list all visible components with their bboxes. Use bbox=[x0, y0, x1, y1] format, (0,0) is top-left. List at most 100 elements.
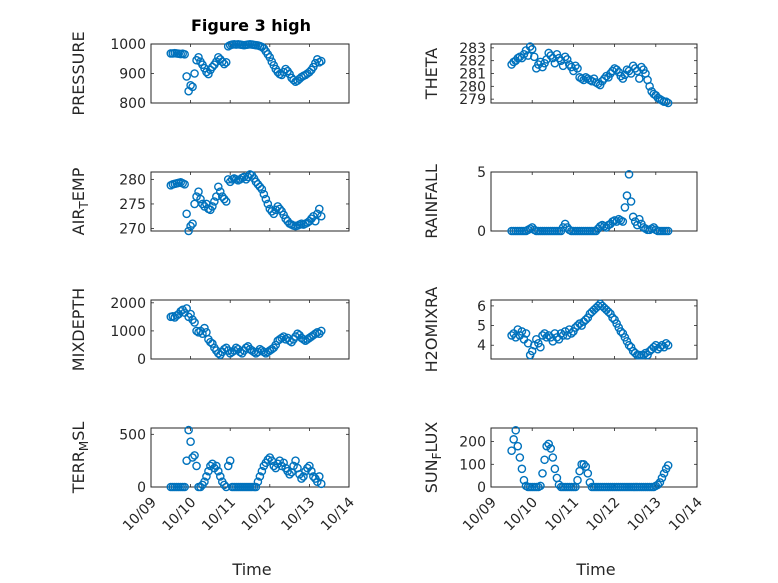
data-point bbox=[219, 59, 229, 69]
data-point bbox=[206, 337, 215, 347]
data-point bbox=[661, 338, 671, 348]
data-point bbox=[200, 323, 209, 333]
data-point bbox=[255, 472, 265, 481]
data-point bbox=[616, 327, 626, 336]
data-point bbox=[221, 57, 231, 67]
data-point bbox=[263, 199, 273, 209]
data-point bbox=[536, 481, 545, 491]
data-point bbox=[536, 342, 545, 352]
data-point bbox=[606, 69, 615, 78]
data-point bbox=[548, 453, 558, 462]
data-point bbox=[513, 441, 523, 451]
data-point bbox=[275, 204, 285, 214]
data-point bbox=[624, 340, 634, 350]
data-point bbox=[192, 461, 201, 471]
subplot-5: 0 1000 2000 MIXDEPTH bbox=[69, 288, 350, 371]
data-point bbox=[257, 184, 267, 194]
data-point bbox=[219, 344, 229, 354]
y-tick-label: 200 bbox=[459, 435, 486, 451]
y-tick-label: 0 bbox=[137, 352, 146, 368]
data-point bbox=[624, 170, 634, 179]
data-point bbox=[655, 342, 665, 352]
data-point bbox=[261, 194, 271, 204]
data-point bbox=[517, 464, 527, 474]
data-point bbox=[214, 466, 223, 476]
axes-frame bbox=[490, 43, 698, 104]
data-point bbox=[180, 482, 189, 492]
data-point bbox=[259, 189, 269, 199]
data-point bbox=[521, 329, 531, 338]
data-point bbox=[212, 461, 221, 471]
data-point bbox=[659, 469, 669, 478]
data-point bbox=[507, 446, 516, 455]
y-axis-label: SUNFLUX bbox=[422, 422, 444, 494]
y-tick-label: 0 bbox=[477, 480, 486, 496]
data-point bbox=[597, 76, 607, 86]
data-point bbox=[560, 52, 570, 62]
data-point bbox=[618, 217, 628, 226]
data-point bbox=[608, 66, 617, 76]
data-point bbox=[571, 61, 580, 71]
y-tick-label: 900 bbox=[119, 67, 146, 83]
y-tick-label: 1000 bbox=[110, 324, 146, 340]
data-point bbox=[190, 69, 199, 78]
y-tick-label: 280 bbox=[119, 172, 146, 188]
y-axis-label: THETA bbox=[422, 48, 441, 100]
data-point bbox=[214, 349, 223, 358]
y-tick-label: 500 bbox=[119, 427, 146, 443]
data-point bbox=[251, 482, 261, 492]
data-point bbox=[316, 326, 326, 336]
data-point bbox=[313, 328, 322, 337]
y-tick-label: 279 bbox=[459, 92, 486, 108]
data-point bbox=[649, 342, 659, 352]
data-point bbox=[525, 42, 535, 51]
y-tick-label: 4 bbox=[477, 338, 486, 354]
data-point bbox=[180, 50, 189, 59]
data-point bbox=[223, 175, 233, 184]
data-point bbox=[208, 202, 217, 211]
y-tick-label: 270 bbox=[119, 222, 146, 238]
y-tick-label: 800 bbox=[119, 96, 146, 112]
data-point bbox=[511, 333, 521, 342]
subplot-3: 270 275 280 AIRTEMP bbox=[69, 167, 350, 238]
data-point bbox=[204, 69, 213, 79]
axes-frame bbox=[490, 171, 698, 232]
data-point bbox=[188, 453, 197, 462]
data-point bbox=[214, 182, 223, 192]
data-point bbox=[210, 197, 219, 206]
data-point bbox=[641, 348, 650, 358]
y-tick-label: 5 bbox=[477, 165, 486, 181]
y-axis-label: RAINFALL bbox=[422, 164, 441, 239]
data-point bbox=[182, 72, 191, 81]
data-point bbox=[527, 44, 537, 54]
data-point bbox=[622, 191, 632, 200]
data-point bbox=[202, 472, 211, 481]
data-point bbox=[635, 74, 644, 83]
data-point bbox=[188, 82, 197, 92]
data-point bbox=[215, 187, 225, 196]
data-point bbox=[219, 480, 229, 490]
data-point bbox=[540, 455, 549, 465]
data-point bbox=[507, 331, 516, 340]
y-tick-label: 0 bbox=[477, 224, 486, 240]
data-point bbox=[217, 57, 227, 67]
data-point bbox=[305, 461, 314, 471]
y-axis-label: TERRMSL bbox=[69, 422, 91, 495]
data-point bbox=[271, 340, 281, 350]
data-point bbox=[523, 51, 533, 60]
data-point bbox=[550, 464, 560, 474]
data-point bbox=[265, 52, 275, 62]
data-point bbox=[186, 309, 195, 319]
data-point bbox=[573, 475, 582, 485]
x-axis-label: Time bbox=[231, 560, 271, 579]
data-point bbox=[509, 435, 518, 444]
data-point bbox=[655, 478, 665, 487]
data-point bbox=[546, 444, 556, 453]
data-point bbox=[186, 81, 195, 90]
data-point bbox=[630, 64, 640, 73]
y-axis-label: PRESSURE bbox=[69, 31, 88, 115]
data-point bbox=[316, 479, 326, 489]
y-axis-label: MIXDEPTH bbox=[69, 288, 88, 371]
data-point bbox=[221, 197, 231, 206]
